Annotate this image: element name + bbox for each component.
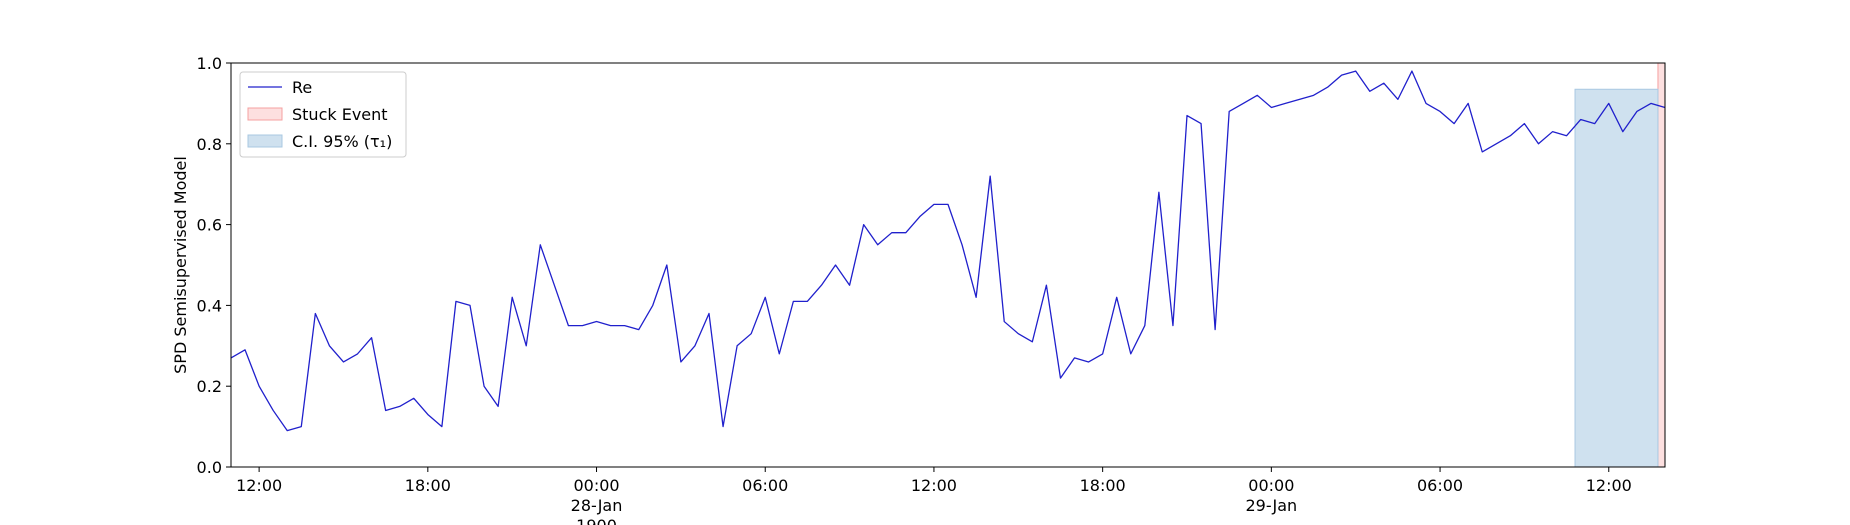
plot-frame (230, 62, 1666, 468)
span (1657, 62, 1666, 468)
x-tick-label-line: 06:00 (1417, 476, 1463, 495)
x-tick-label: 12:00 (911, 476, 957, 495)
x-tick-label: 12:00 (236, 476, 282, 495)
x-tick-label-line: 00:00 (573, 476, 619, 495)
x-tick-label-line: 18:00 (1080, 476, 1126, 495)
y-axis-label: SPD Semisupervised Model (171, 156, 190, 374)
x-tick-label: 00:00 29-Jan (1246, 476, 1298, 515)
y-tick-label: 1.0 (197, 54, 222, 73)
y-tick-label: 0.2 (197, 377, 222, 396)
x-tick-label: 06:00 (1417, 476, 1463, 495)
x-tick-label-line: 12:00 (1586, 476, 1632, 495)
x-tick-label: 12:00 (1586, 476, 1632, 495)
legend-label: C.I. 95% (τ₁) (292, 132, 392, 151)
legend-patch (247, 134, 283, 148)
x-tick-label-line: 00:00 (1248, 476, 1294, 495)
x-tick-label-line: 12:00 (236, 476, 282, 495)
y-tick-label: 0.0 (197, 458, 222, 477)
legend-label: Re (292, 78, 312, 97)
legend-patch (247, 107, 283, 121)
x-tick-label-line: 29-Jan (1246, 496, 1298, 515)
legend: Re Stuck Event C.I. 95% (τ₁) (239, 71, 407, 158)
y-tick-label: 0.8 (197, 135, 222, 154)
x-tick-label-line: 28-Jan (571, 496, 623, 515)
data-line (230, 70, 1666, 432)
y-tick-label: 0.6 (197, 216, 222, 235)
x-tick-label: 18:00 (405, 476, 451, 495)
span (1574, 88, 1659, 468)
x-tick-label: 06:00 (742, 476, 788, 495)
x-tick-label-line: 1900 (576, 516, 617, 525)
x-tick-label-line: 18:00 (405, 476, 451, 495)
x-tick-label-line: 06:00 (742, 476, 788, 495)
x-tick-label-line: 12:00 (911, 476, 957, 495)
x-tick-label: 18:00 (1080, 476, 1126, 495)
y-tick-label: 0.4 (197, 296, 222, 315)
legend-label: Stuck Event (292, 105, 388, 124)
